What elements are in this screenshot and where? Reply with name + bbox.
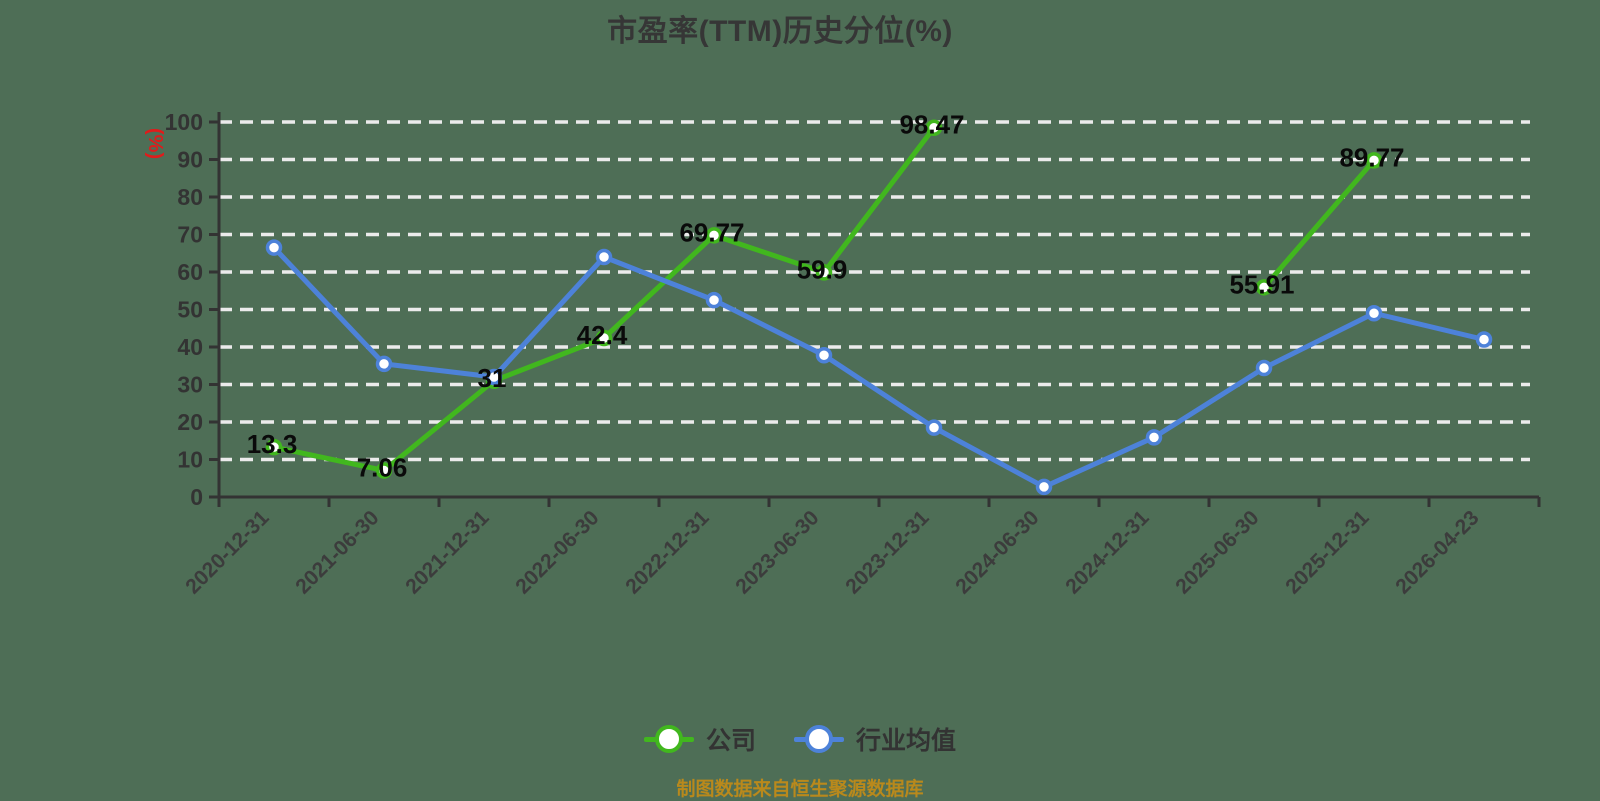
series-line-公司 xyxy=(1261,157,1377,290)
series-line-公司 xyxy=(271,125,937,474)
x-tick-label: 2023-12-31 xyxy=(841,506,933,598)
legend-label-company: 公司 xyxy=(705,727,756,755)
chart-legend: 公司 行业均值 xyxy=(0,716,1600,762)
chart-title: 市盈率(TTM)历史分位(%) xyxy=(607,15,953,48)
data-label: 55.91 xyxy=(1229,269,1294,299)
legend-item-company[interactable]: 公司 xyxy=(643,721,756,757)
series-line-行业均值 xyxy=(271,245,1487,490)
x-tick-label: 2022-12-31 xyxy=(621,506,713,598)
y-tick-label: 30 xyxy=(177,372,203,398)
x-tick-label: 2021-12-31 xyxy=(401,506,493,598)
data-point-行业均值[interactable] xyxy=(485,368,503,386)
data-point-公司[interactable] xyxy=(815,264,833,281)
y-tick-label: 40 xyxy=(177,334,203,360)
y-axis-unit-label: (%) xyxy=(144,128,166,160)
data-point-公司[interactable] xyxy=(265,438,283,456)
data-point-行业均值[interactable] xyxy=(265,239,283,256)
data-point-行业均值[interactable] xyxy=(925,419,943,436)
y-tick-label: 10 xyxy=(177,447,203,473)
data-point-公司[interactable] xyxy=(925,119,943,136)
line-marker-icon xyxy=(794,724,844,754)
x-tick-label: 2025-06-30 xyxy=(1171,506,1263,598)
y-tick-label: 0 xyxy=(190,484,203,510)
data-point-公司[interactable] xyxy=(1365,152,1383,169)
data-point-行业均值[interactable] xyxy=(595,248,613,266)
data-point-行业均值[interactable] xyxy=(1475,331,1493,348)
x-tick-label: 2022-06-30 xyxy=(511,506,603,598)
y-tick-label: 100 xyxy=(165,109,203,135)
data-point-公司[interactable] xyxy=(595,329,613,347)
data-point-行业均值[interactable] xyxy=(375,355,393,373)
line-marker-icon xyxy=(643,724,694,754)
data-point-行业均值[interactable] xyxy=(1145,429,1163,446)
legend-item-industry-average[interactable]: 行业均值 xyxy=(794,721,956,757)
legend-label-industry-average: 行业均值 xyxy=(856,727,957,755)
y-tick-label: 50 xyxy=(177,297,203,323)
data-label: 7.06 xyxy=(357,453,408,483)
data-point-公司[interactable] xyxy=(375,462,393,479)
data-label: 98.47 xyxy=(899,110,964,140)
y-tick-label: 60 xyxy=(177,259,203,285)
y-tick-label: 80 xyxy=(177,184,203,210)
data-label: 59.9 xyxy=(797,254,848,284)
data-point-公司[interactable] xyxy=(1255,279,1273,296)
x-tick-label: 2025-12-31 xyxy=(1281,506,1373,598)
data-point-行业均值[interactable] xyxy=(815,347,833,364)
data-label: 31 xyxy=(478,363,507,393)
data-point-行业均值[interactable] xyxy=(1255,359,1273,377)
data-point-公司[interactable] xyxy=(705,227,723,244)
x-tick-label: 2026-04-23 xyxy=(1391,506,1483,598)
y-tick-label: 70 xyxy=(177,222,203,248)
x-tick-label: 2024-06-30 xyxy=(951,506,1043,598)
data-point-行业均值[interactable] xyxy=(705,291,723,309)
data-label: 13.3 xyxy=(247,429,298,459)
y-tick-label: 90 xyxy=(177,147,203,173)
x-tick-label: 2024-12-31 xyxy=(1061,506,1153,598)
data-point-行业均值[interactable] xyxy=(1035,478,1053,496)
data-label: 69.77 xyxy=(679,217,744,247)
y-tick-label: 20 xyxy=(177,409,203,435)
data-source-note: 制图数据来自恒生聚源数据库 xyxy=(676,779,924,800)
x-tick-label: 2023-06-30 xyxy=(731,506,823,598)
x-tick-label: 2020-12-31 xyxy=(181,506,273,598)
x-tick-label: 2021-06-30 xyxy=(291,506,383,598)
data-label: 42.4 xyxy=(577,320,628,350)
data-label: 89.77 xyxy=(1339,142,1404,172)
data-point-行业均值[interactable] xyxy=(1365,305,1383,322)
